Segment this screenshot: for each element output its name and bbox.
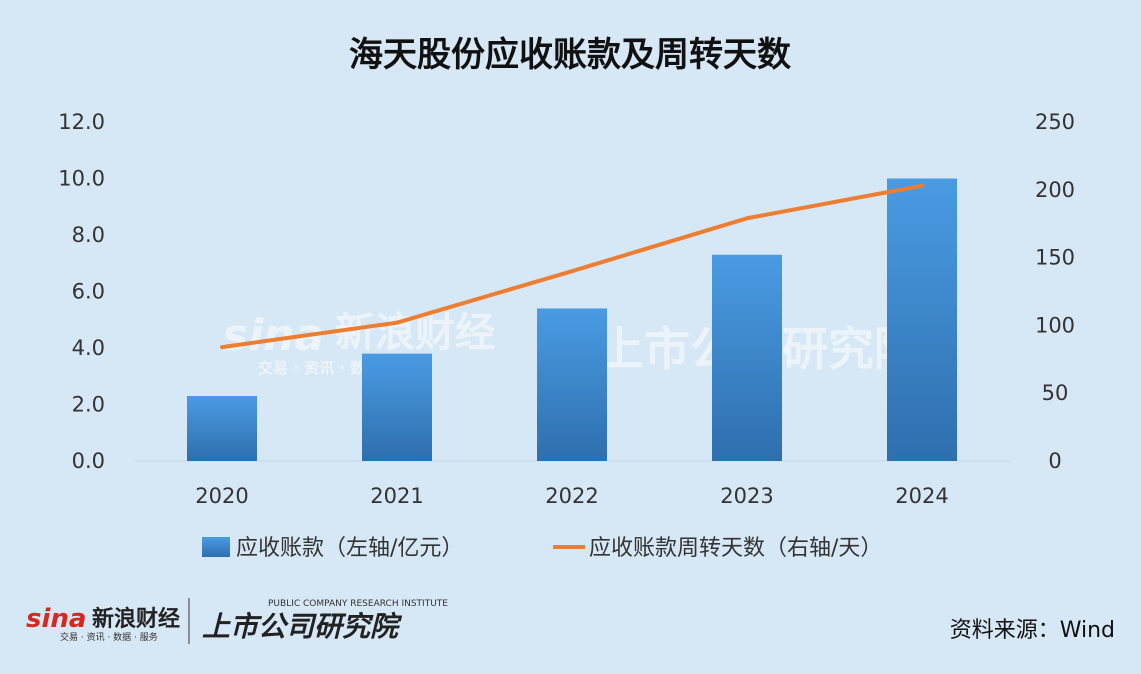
right-axis-tick: 150	[1035, 246, 1075, 270]
left-axis-tick: 6.0	[72, 280, 105, 304]
left-axis-tick: 0.0	[72, 449, 105, 473]
right-axis-tick: 50	[1042, 381, 1069, 405]
left-axis-ticks: 0.0 2.0 4.0 6.0 8.0 10.0 12.0	[58, 110, 105, 473]
legend-line-label: 应收账款周转天数（右轴/天）	[589, 536, 882, 561]
bar-2024	[887, 178, 957, 461]
institute-logo-name: 上市公司研究院	[202, 610, 403, 643]
left-axis-tick: 4.0	[72, 336, 105, 360]
x-axis-tick: 2023	[720, 484, 773, 508]
bar-2021	[362, 353, 432, 461]
legend-bar-label: 应收账款（左轴/亿元）	[236, 536, 463, 561]
bar-series	[187, 178, 957, 461]
x-axis-tick: 2020	[195, 484, 248, 508]
chart-title: 海天股份应收账款及周转天数	[349, 35, 791, 75]
legend: 应收账款（左轴/亿元） 应收账款周转天数（右轴/天）	[202, 536, 882, 561]
left-axis-tick: 10.0	[58, 167, 105, 191]
left-axis-tick: 12.0	[58, 110, 105, 134]
left-axis-tick: 8.0	[72, 223, 105, 247]
institute-logo-sub: PUBLIC COMPANY RESEARCH INSTITUTE	[268, 599, 448, 609]
sina-logo-name: 新浪财经	[92, 606, 180, 632]
sina-logo-sub: 交易 · 资讯 · 数据 · 服务	[60, 631, 158, 643]
x-axis-tick: 2024	[895, 484, 948, 508]
line-series	[220, 183, 924, 350]
right-axis-ticks: 0 50 100 150 200 250	[1035, 110, 1075, 473]
right-axis-tick: 200	[1035, 178, 1075, 202]
bar-2022	[537, 308, 607, 461]
right-axis-tick: 100	[1035, 313, 1075, 337]
right-axis-tick: 250	[1035, 110, 1075, 134]
left-axis-tick: 2.0	[72, 393, 105, 417]
legend-bar-swatch	[202, 537, 230, 557]
right-axis-tick: 0	[1048, 449, 1061, 473]
bar-2020	[187, 396, 257, 461]
sina-logo-mark: sina	[26, 604, 86, 634]
x-axis-tick: 2022	[545, 484, 598, 508]
source-note: 资料来源：Wind	[950, 618, 1115, 643]
footer-logos: sina 新浪财经 交易 · 资讯 · 数据 · 服务 PUBLIC COMPA…	[26, 598, 448, 644]
x-axis-tick: 2021	[370, 484, 423, 508]
bar-2023	[712, 254, 782, 461]
x-axis-ticks: 2020 2021 2022 2023 2024	[195, 484, 948, 508]
